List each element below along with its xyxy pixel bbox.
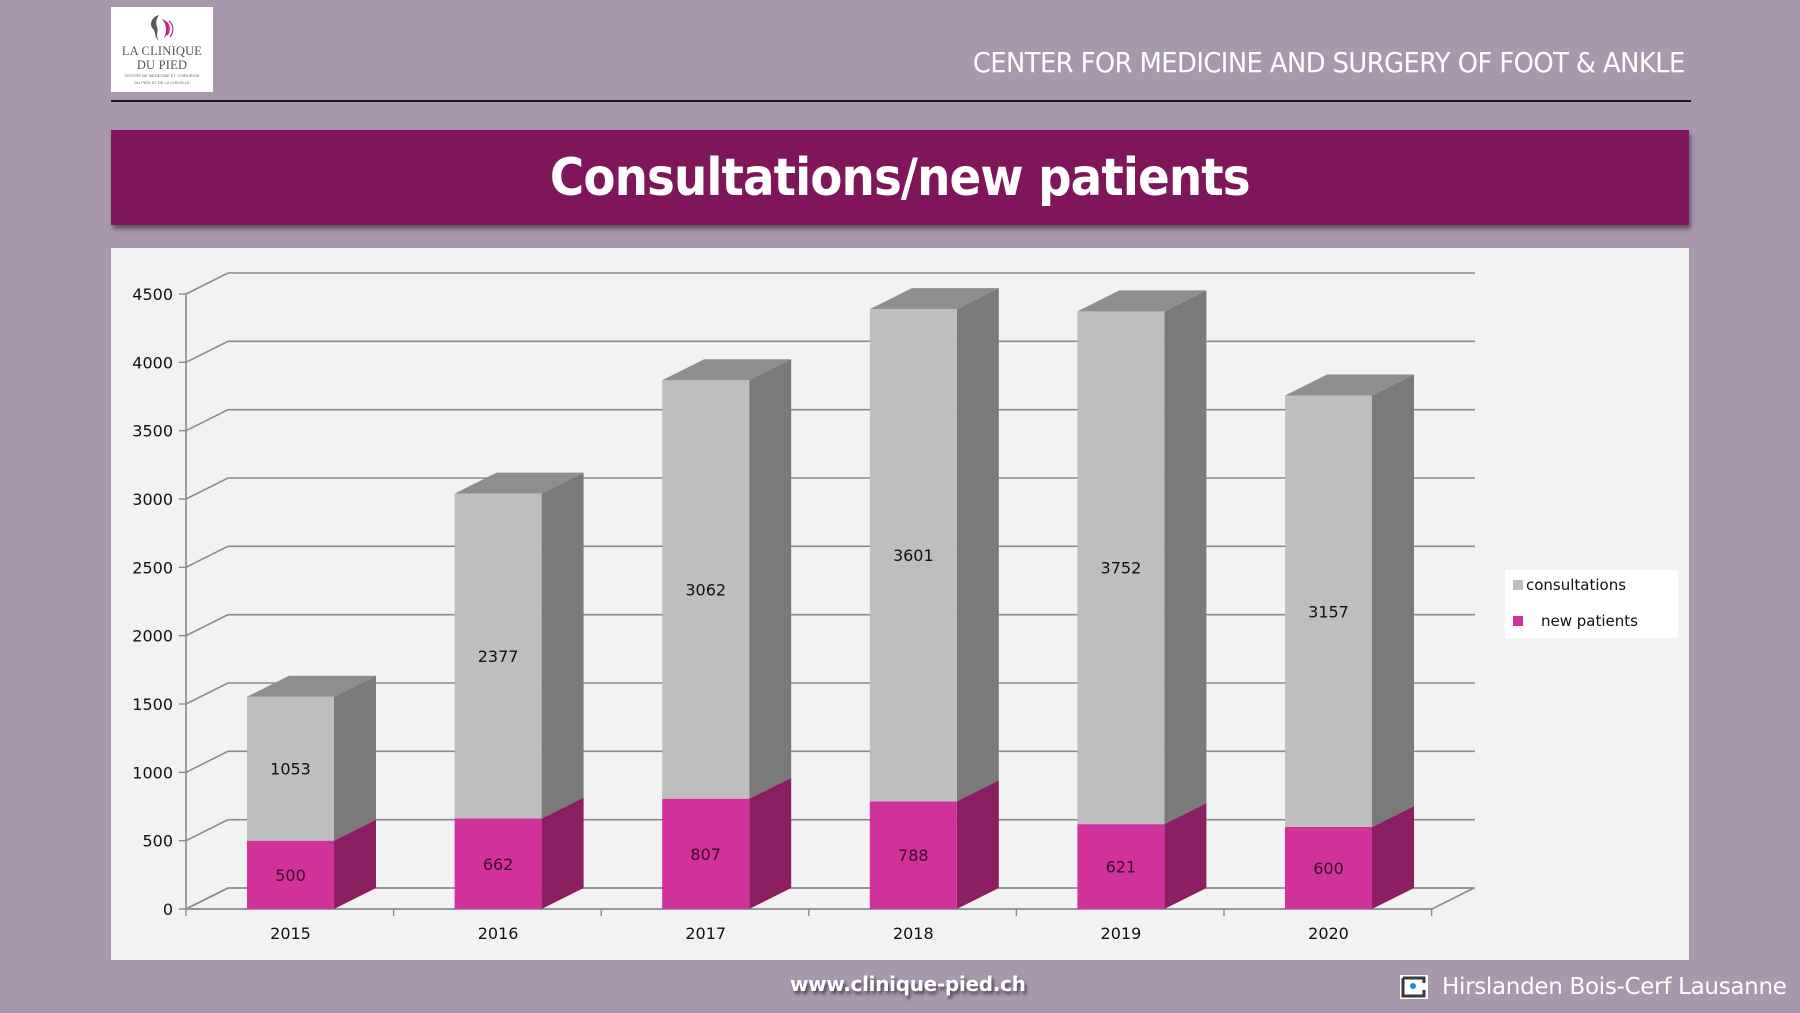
bar-side [541,797,584,909]
website-link[interactable]: www.clinique-pied.ch [790,972,1026,996]
gridline [185,340,1475,364]
legend-label-consultations: consultations [1526,576,1627,594]
legend-swatch-new-patients [1513,616,1523,626]
y-tick-label: 1500 [132,695,173,714]
y-tick-label: 3000 [132,490,173,509]
gridline [185,272,1475,295]
slide-title: Consultations/new patients [550,147,1251,208]
bar-segment [1077,311,1165,825]
chart-legend: consultations new patients [1505,570,1678,638]
chart-floor [185,887,1475,910]
bar-segment [869,309,957,802]
data-label: 3062 [685,580,726,599]
logo-subtitle-line2: DU PIED ET DE LA CHEVILLE [134,80,190,85]
gridline [185,750,1475,774]
bar-side [956,288,999,802]
x-tick-label: 2020 [1308,924,1349,943]
data-label: 1053 [270,760,311,779]
gridline [185,887,1475,910]
stacked-3d-bar-chart: 0 500 1000 1500 2000 2500 3000 3500 4000 4500 500 1… [132,272,1475,943]
bar-top [869,288,999,310]
data-label: 500 [275,866,306,885]
header-title: CENTER FOR MEDICINE AND SURGERY OF FOOT … [973,46,1685,79]
data-label: 788 [898,846,929,865]
bar-segment [247,696,334,841]
partner-branding: Hirslanden Bois-Cerf Lausanne [1400,974,1787,1000]
data-label: 2377 [478,647,519,666]
x-tick-label: 2017 [685,924,726,943]
y-tick-label: 4500 [132,285,173,304]
gridline [185,613,1475,637]
bar-side [1372,374,1414,827]
bar-top [1077,290,1207,312]
legend-item-consultations: consultations [1513,576,1626,594]
bar-top [454,472,584,494]
bar-side [334,675,376,841]
bar-segment [454,493,542,819]
bar-top [662,359,792,381]
bar-segment [454,818,542,909]
bar-side [334,819,376,909]
gridline [185,818,1475,842]
header-divider [111,100,1691,102]
foot-logo-icon [151,15,174,41]
logo-name-line2: DU PIED [136,58,188,72]
y-tick-label: 4000 [132,353,173,372]
bar-side [1164,290,1207,825]
data-label: 807 [690,845,721,864]
gridline [185,408,1475,432]
bar-side [541,472,584,819]
gridline [185,682,1475,705]
y-tick-label: 0 [163,900,173,919]
bar-segment [247,840,334,909]
data-label: 3752 [1101,559,1142,578]
x-tick-label: 2016 [478,924,519,943]
y-tick-label: 1000 [132,763,173,782]
bar-top [1285,374,1414,396]
gridline [185,477,1475,500]
bar-side [749,777,792,909]
partner-name: Hirslanden Bois-Cerf Lausanne [1442,974,1787,1000]
bar-side [1164,803,1207,909]
hirslanden-logo-icon [1400,975,1428,999]
x-tick-label: 2015 [270,924,311,943]
y-tick-label: 2500 [132,558,173,577]
bar-segment [1077,824,1165,909]
title-banner: Consultations/new patients [111,130,1689,225]
bar-segment [662,380,750,799]
gridline [185,545,1475,569]
x-tick-label: 2019 [1101,924,1142,943]
legend-item-new-patients: new patients [1513,612,1638,630]
bar-segment [1285,827,1372,909]
chart-panel: 0 500 1000 1500 2000 2500 3000 3500 4000 4500 500 1… [111,248,1689,960]
clinic-logo: LA CLINIQUE DU PIED CENTRE DE MÉDECINE E… [111,7,213,92]
data-label: 3601 [893,546,934,565]
legend-label-new-patients: new patients [1541,612,1638,630]
y-tick-label: 2000 [132,627,173,646]
data-label: 3157 [1308,602,1349,621]
bar-segment [869,801,957,909]
bar-side [956,780,999,909]
data-label: 600 [1313,859,1344,878]
x-tick-label: 2018 [893,924,934,943]
bar-segment [662,798,750,909]
logo-name-line1: LA CLINIQUE [121,44,203,58]
bar-top [247,675,376,697]
bar-segment [1285,395,1372,827]
y-tick-label: 3500 [132,422,173,441]
bar-side [749,359,792,799]
data-label: 662 [483,855,514,874]
legend-swatch-consultations [1513,580,1523,590]
y-tick-label: 500 [142,832,173,851]
bar-side [1372,806,1414,909]
logo-subtitle-line1: CENTRE DE MÉDECINE ET CHIRURGIE [124,73,200,78]
data-label: 621 [1106,858,1137,877]
